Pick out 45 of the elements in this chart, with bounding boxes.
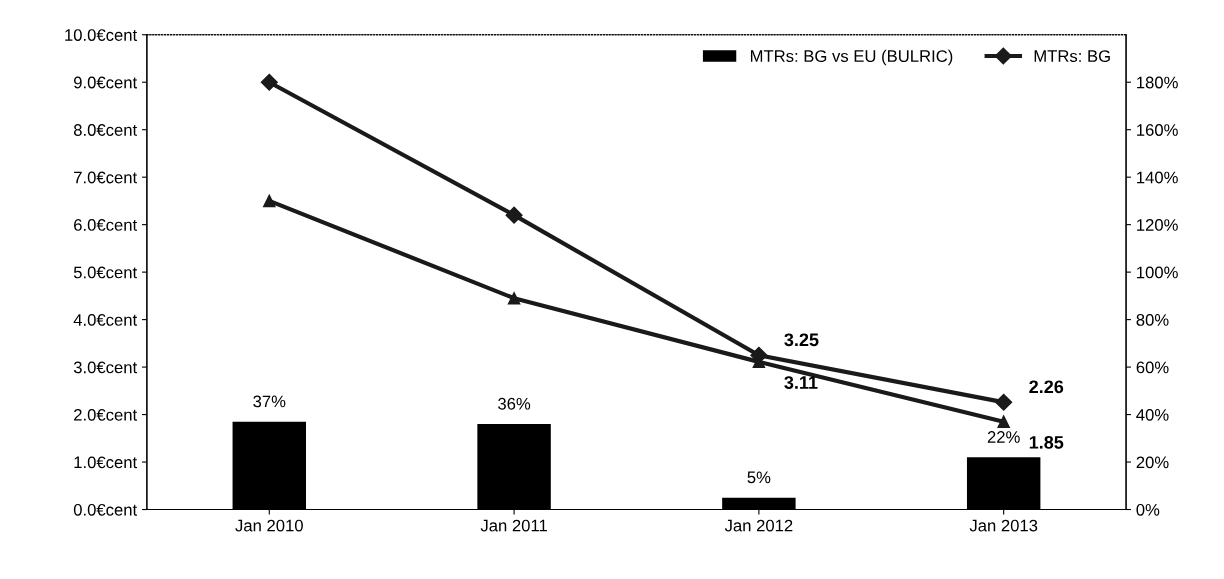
point — [507, 291, 521, 305]
y2-tick-label: 140% — [1137, 171, 1178, 184]
y-tick-label: 3.0€cent — [73, 361, 138, 374]
data-label: 36% — [498, 397, 531, 410]
y2-tick-label: 120% — [1137, 219, 1178, 231]
x-tick-label: Jan 2012 — [724, 519, 793, 532]
data-label: 37% — [253, 395, 286, 408]
bar — [232, 421, 306, 510]
data-label: 2.26 — [1029, 380, 1064, 394]
y2-tick-label: 80% — [1136, 314, 1169, 326]
y-tick-label: 5.0€cent — [73, 266, 138, 279]
data-label: 3.11 — [784, 376, 818, 389]
y-tick-label: 6.0€cent — [74, 219, 138, 231]
data-label: 3.25 — [784, 333, 819, 347]
y2-tick-label: 60% — [1136, 361, 1169, 374]
y-tick-label: 2.0€cent — [74, 408, 138, 421]
y-tick-label: 8.0€cent — [73, 124, 138, 136]
data-label: 1.85 — [1029, 435, 1064, 449]
y-tick-label: 1.0€cent — [74, 456, 138, 469]
point — [997, 415, 1010, 428]
y2-tick-label: 160% — [1137, 124, 1178, 136]
x-tick-label: Jan 2013 — [969, 519, 1038, 532]
y-tick-label: 7.0€cent — [74, 171, 138, 184]
y2-tick-label: 40% — [1136, 408, 1169, 421]
data-label: 5% — [747, 471, 771, 484]
bar — [966, 457, 1041, 510]
data-label: 22% — [987, 431, 1020, 443]
y2-tick-label: 0% — [1136, 503, 1160, 516]
legend-label: MTRs: BG vs EU (BULRIC) — [750, 49, 953, 66]
y2-tick-label: 100% — [1137, 266, 1178, 279]
y-tick-label: 10.0€cent — [65, 29, 138, 41]
y-tick-label: 0.0€cent — [73, 503, 138, 516]
x-tick-label: Jan 2010 — [235, 519, 303, 532]
y-tick-label: 9.0€cent — [74, 76, 138, 89]
y-tick-label: 4.0€cent — [73, 314, 138, 326]
point — [995, 393, 1013, 411]
legend-label: MTRs: BG — [1034, 50, 1110, 62]
point — [263, 194, 276, 208]
x-tick-label: Jan 2011 — [480, 519, 547, 532]
y2-tick-label: 20% — [1136, 456, 1169, 469]
bar — [722, 497, 796, 510]
point — [505, 206, 523, 224]
point — [260, 73, 278, 91]
bar — [477, 424, 551, 510]
y2-tick-label: 180% — [1137, 76, 1178, 89]
